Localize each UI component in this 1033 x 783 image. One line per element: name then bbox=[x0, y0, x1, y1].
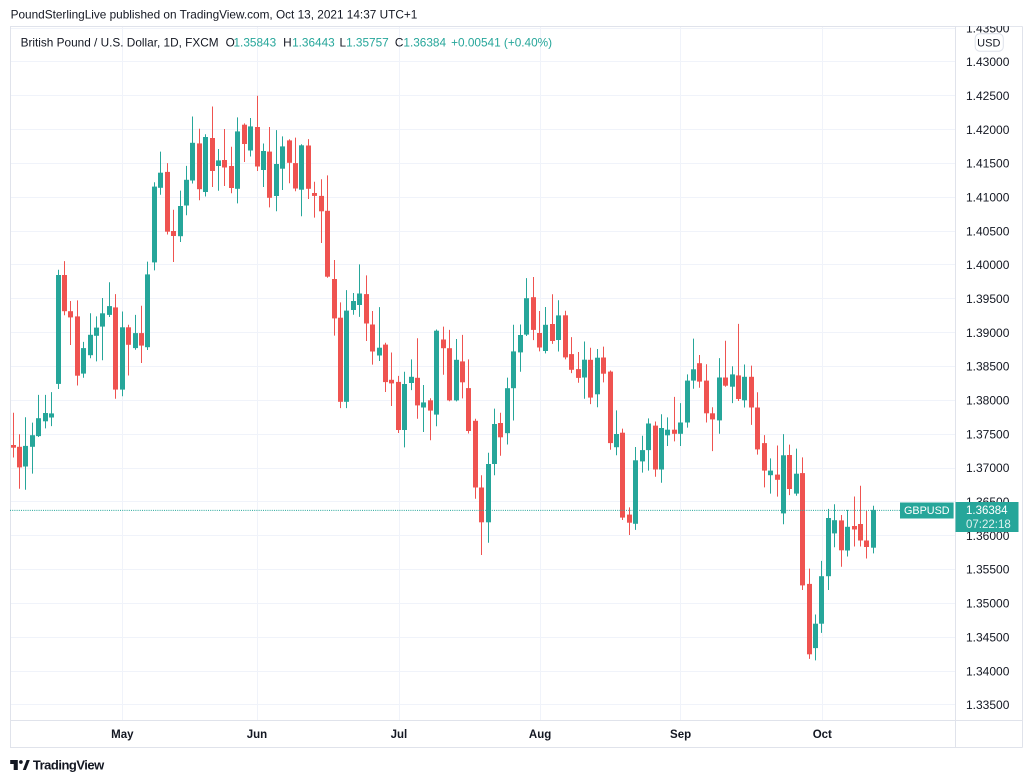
svg-text:1.36384: 1.36384 bbox=[966, 505, 1008, 517]
svg-text:1.33500: 1.33500 bbox=[966, 698, 1010, 712]
svg-text:1.36384: 1.36384 bbox=[403, 36, 446, 50]
svg-text:1.43000: 1.43000 bbox=[966, 55, 1010, 69]
svg-text:1.34000: 1.34000 bbox=[966, 664, 1010, 678]
svg-text:H: H bbox=[283, 36, 292, 50]
svg-text:O: O bbox=[226, 36, 235, 50]
svg-text:Aug: Aug bbox=[529, 729, 551, 741]
svg-text:C: C bbox=[395, 36, 404, 50]
svg-text:1.37500: 1.37500 bbox=[966, 427, 1010, 441]
svg-text:May: May bbox=[111, 729, 134, 741]
svg-text:Sep: Sep bbox=[670, 729, 691, 741]
svg-text:Jun: Jun bbox=[247, 729, 267, 741]
svg-text:1.36443: 1.36443 bbox=[292, 36, 335, 50]
svg-text:+0.00541 (+0.40%): +0.00541 (+0.40%) bbox=[451, 36, 552, 50]
svg-text:1.39500: 1.39500 bbox=[966, 292, 1010, 306]
svg-text:1.40500: 1.40500 bbox=[966, 224, 1010, 238]
svg-text:1.37000: 1.37000 bbox=[966, 461, 1010, 475]
svg-text:1.35500: 1.35500 bbox=[966, 563, 1010, 577]
svg-text:USD: USD bbox=[977, 37, 1000, 49]
svg-text:1.35843: 1.35843 bbox=[234, 36, 277, 50]
svg-text:1.36000: 1.36000 bbox=[966, 529, 1010, 543]
svg-text:1.34500: 1.34500 bbox=[966, 630, 1010, 644]
svg-text:07:22:18: 07:22:18 bbox=[966, 519, 1011, 531]
svg-text:1.41000: 1.41000 bbox=[966, 191, 1010, 205]
svg-text:1.42000: 1.42000 bbox=[966, 123, 1010, 137]
svg-text:1.38000: 1.38000 bbox=[966, 394, 1010, 408]
svg-text:1.35757: 1.35757 bbox=[346, 36, 389, 50]
svg-text:Oct: Oct bbox=[813, 729, 832, 741]
svg-text:TradingView: TradingView bbox=[33, 758, 105, 773]
svg-text:GBPUSD: GBPUSD bbox=[904, 505, 950, 517]
svg-text:1.41500: 1.41500 bbox=[966, 157, 1010, 171]
svg-text:1.38500: 1.38500 bbox=[966, 360, 1010, 374]
svg-text:1.42500: 1.42500 bbox=[966, 89, 1010, 103]
svg-text:PoundSterlingLive published on: PoundSterlingLive published on TradingVi… bbox=[11, 7, 418, 21]
svg-text:British Pound / U.S. Dollar, 1: British Pound / U.S. Dollar, 1D, FXCM bbox=[21, 36, 219, 50]
svg-text:1.40000: 1.40000 bbox=[966, 258, 1010, 272]
svg-text:1.35000: 1.35000 bbox=[966, 597, 1010, 611]
svg-text:Jul: Jul bbox=[391, 729, 408, 741]
svg-text:L: L bbox=[340, 36, 347, 50]
svg-text:1.39000: 1.39000 bbox=[966, 326, 1010, 340]
